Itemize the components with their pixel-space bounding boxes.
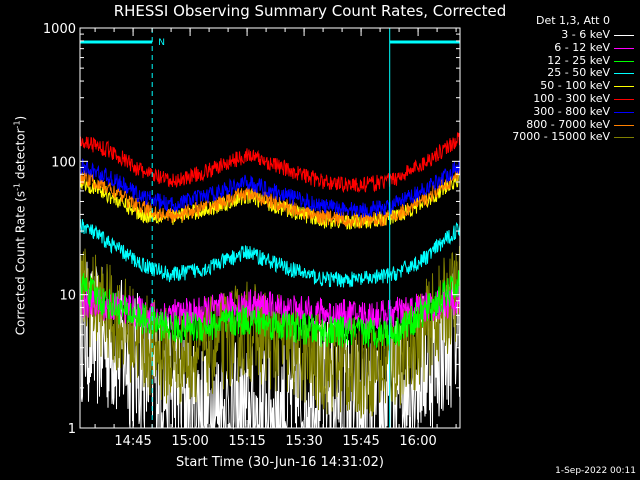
legend-swatch bbox=[614, 60, 634, 62]
legend-item: 300 - 800 keV bbox=[482, 105, 638, 118]
legend-swatch bbox=[614, 111, 634, 113]
y-tick-label: 1 bbox=[68, 422, 76, 437]
x-axis-label: Start Time (30-Jun-16 14:31:02) bbox=[176, 455, 384, 470]
legend-item: 12 - 25 keV bbox=[482, 54, 638, 67]
legend-item-label: 300 - 800 keV bbox=[533, 104, 610, 118]
y-tick-label: 100 bbox=[51, 155, 76, 170]
legend-header: Det 1,3, Att 0 bbox=[536, 14, 610, 27]
legend-swatch bbox=[614, 137, 634, 139]
legend-swatch bbox=[614, 47, 634, 49]
legend-item-label: 6 - 12 keV bbox=[554, 40, 610, 54]
series-line bbox=[79, 132, 461, 194]
legend-swatch bbox=[614, 124, 634, 126]
y-tick-label: 1000 bbox=[43, 22, 76, 37]
legend-item-label: 12 - 25 keV bbox=[547, 53, 610, 67]
legend: Det 1,3, Att 0 3 - 6 keV 6 - 12 keV 12 - 2… bbox=[482, 14, 638, 143]
legend-item: 100 - 300 keV bbox=[482, 92, 638, 105]
series-line bbox=[79, 158, 461, 218]
chart-title: RHESSI Observing Summary Count Rates, Co… bbox=[113, 2, 507, 20]
y-tick-label: 10 bbox=[59, 289, 76, 304]
legend-item: 3 - 6 keV bbox=[482, 28, 638, 41]
legend-item: 800 - 7000 keV bbox=[482, 118, 638, 131]
series-line bbox=[79, 219, 461, 288]
axes-frame bbox=[79, 27, 461, 429]
legend-item-label: 7000 - 15000 keV bbox=[512, 130, 610, 144]
generation-timestamp: 1-Sep-2022 00:11 bbox=[555, 466, 636, 476]
legend-swatch bbox=[614, 98, 634, 100]
legend-item: 6 - 12 keV bbox=[482, 41, 638, 54]
legend-item-label: 25 - 50 keV bbox=[547, 66, 610, 80]
legend-item: 50 - 100 keV bbox=[482, 79, 638, 92]
x-tick-label: 14:45 bbox=[114, 434, 151, 449]
legend-item-label: 50 - 100 keV bbox=[540, 79, 610, 93]
y-axis-label: Corrected Count Rate (s-1 detector-1) bbox=[12, 115, 28, 336]
legend-item-label: 800 - 7000 keV bbox=[526, 117, 610, 131]
series-line bbox=[79, 169, 461, 229]
legend-swatch bbox=[614, 86, 634, 88]
series-line bbox=[79, 285, 461, 331]
legend-item-label: 3 - 6 keV bbox=[561, 28, 610, 41]
series-line bbox=[79, 245, 461, 419]
x-tick-label: 15:45 bbox=[342, 434, 379, 449]
legend-item-label: 100 - 300 keV bbox=[533, 91, 610, 105]
x-tick-label: 15:30 bbox=[285, 434, 322, 449]
legend-item: 25 - 50 keV bbox=[482, 66, 638, 79]
x-tick-label: 15:00 bbox=[171, 434, 208, 449]
series-line bbox=[79, 269, 461, 349]
legend-swatch bbox=[614, 73, 634, 75]
legend-item: 7000 - 15000 keV bbox=[482, 130, 638, 143]
night-label: N bbox=[158, 38, 165, 48]
legend-swatch bbox=[614, 35, 634, 36]
x-tick-label: 16:00 bbox=[399, 434, 436, 449]
x-tick-label: 15:15 bbox=[228, 434, 265, 449]
